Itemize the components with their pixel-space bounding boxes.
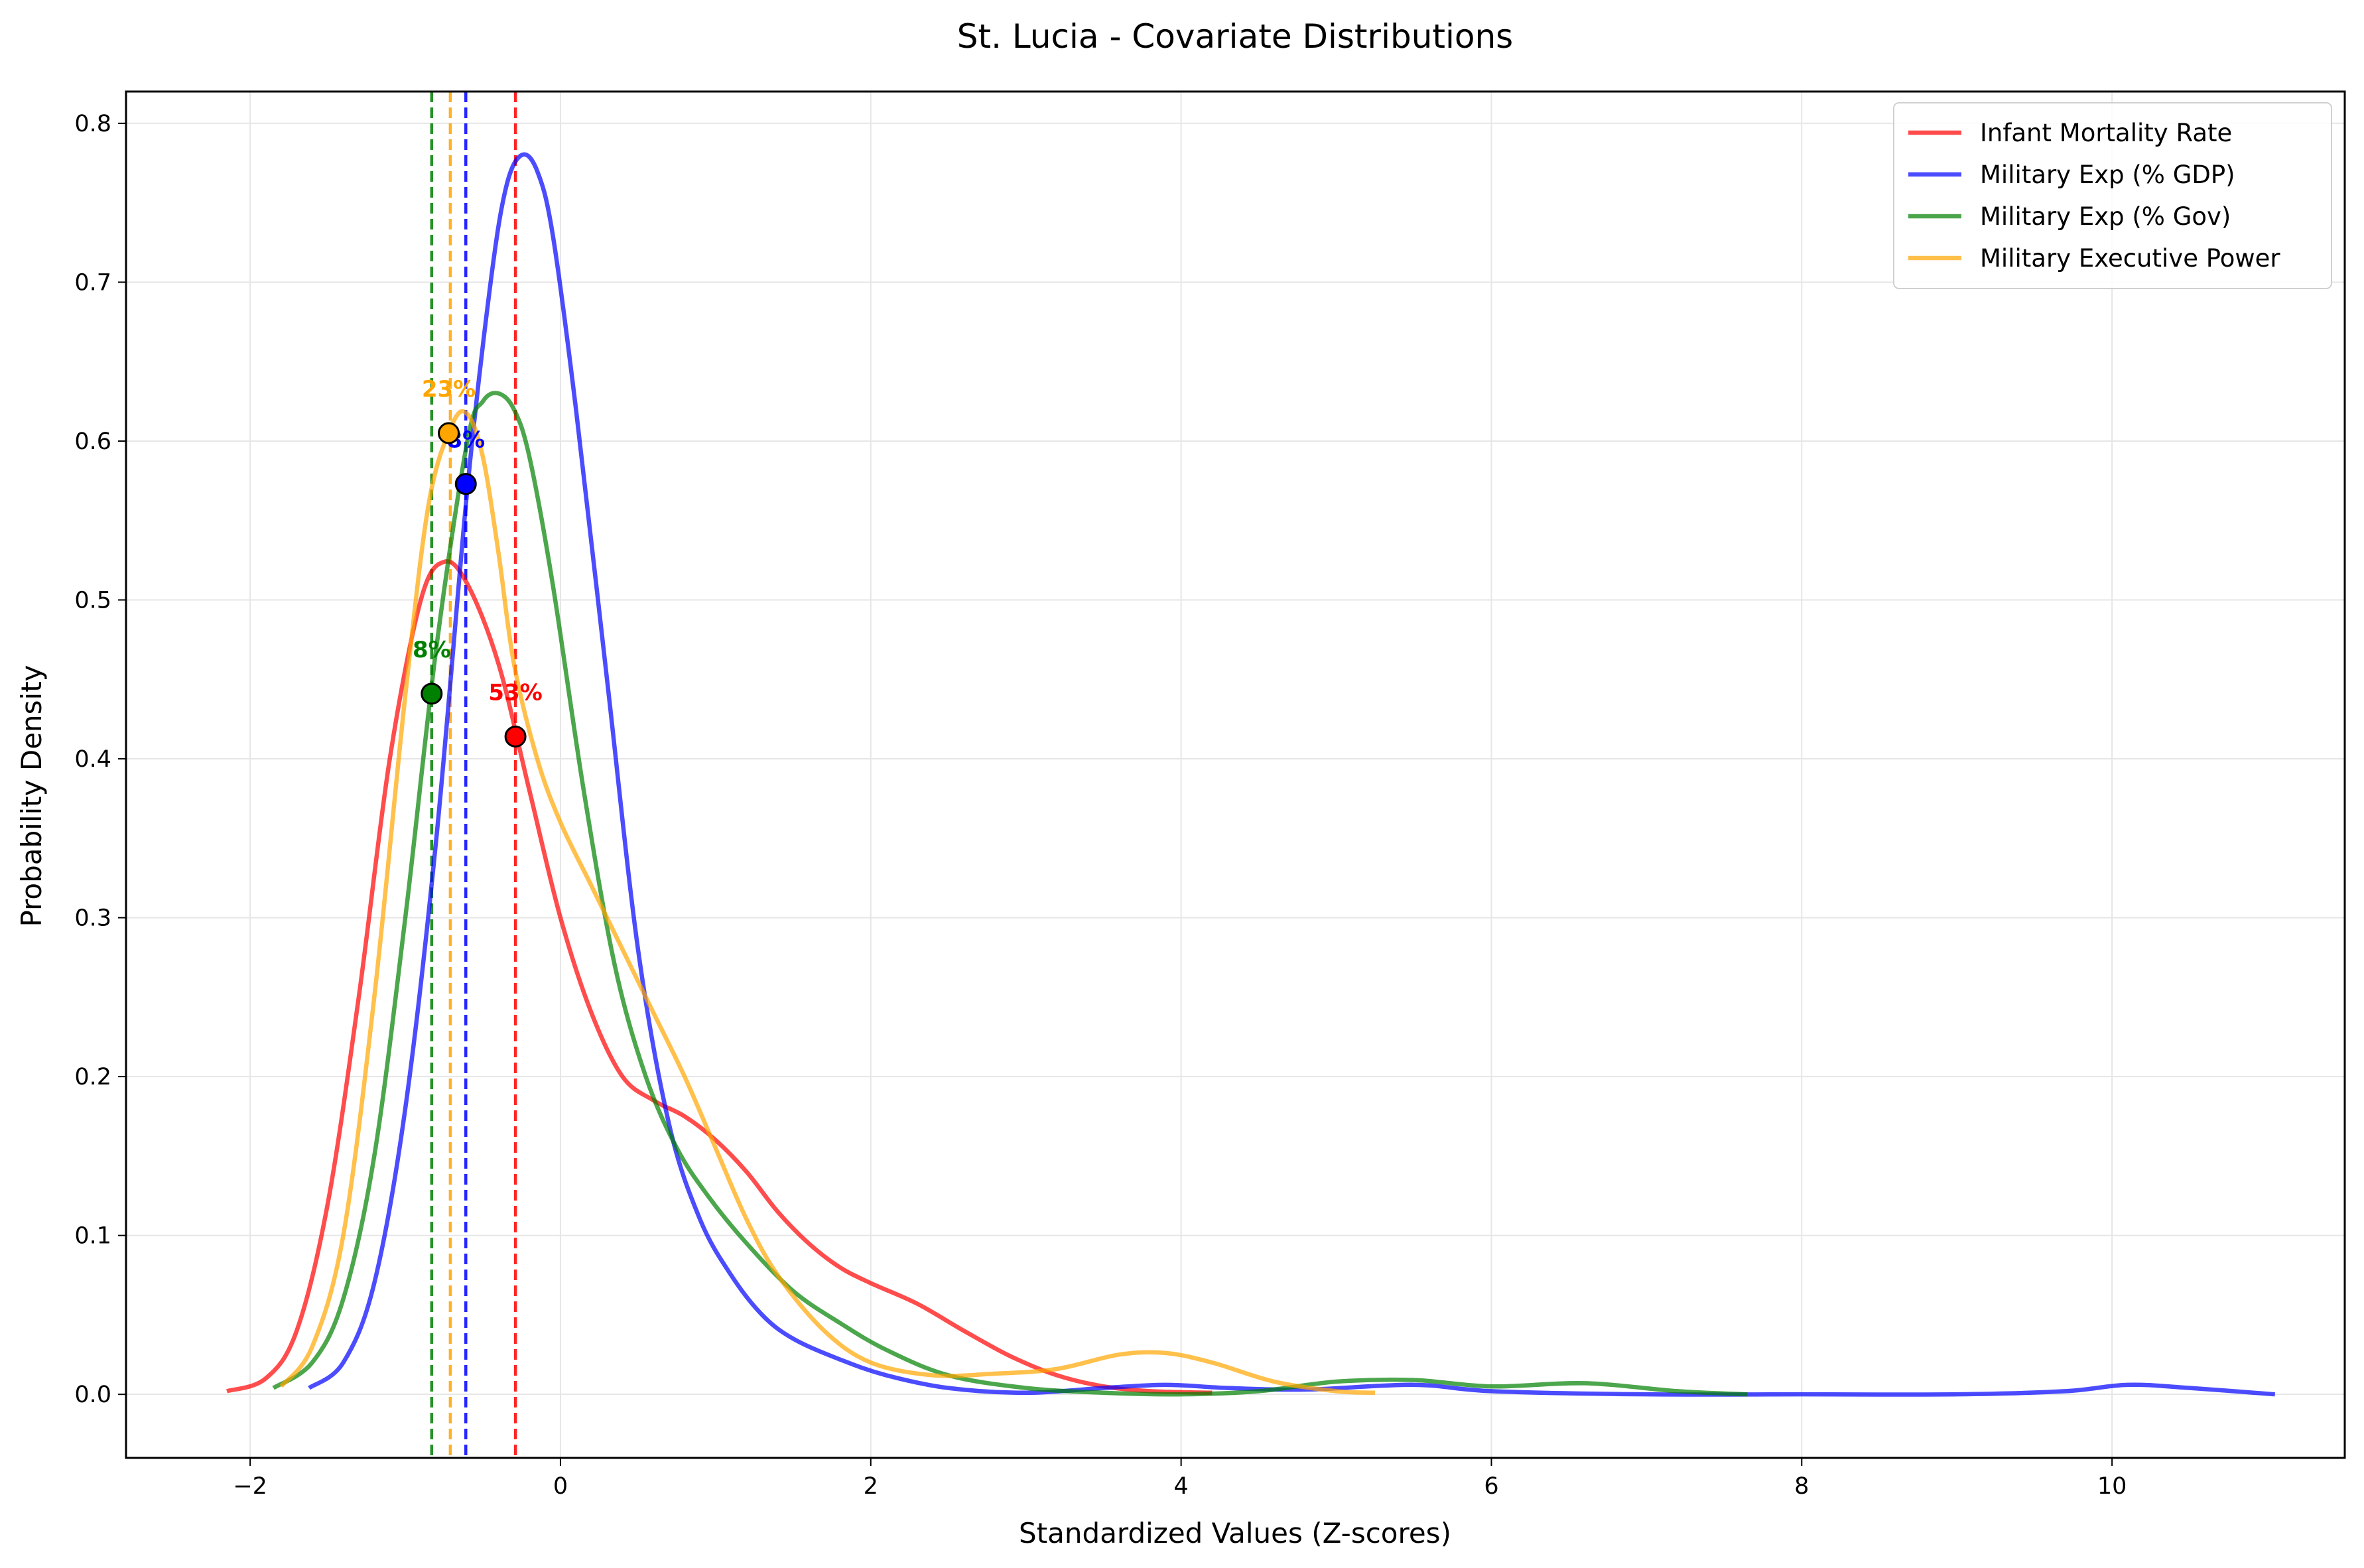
series-line-1 xyxy=(308,152,2275,1397)
series-lines xyxy=(226,152,2275,1397)
grid xyxy=(126,92,2345,1458)
markers: 53%8%23%8% xyxy=(413,376,543,748)
x-tick-label: 10 xyxy=(2097,1473,2127,1500)
plot-frame xyxy=(125,90,2346,1459)
marker-point xyxy=(504,726,527,748)
marker-point xyxy=(438,422,460,444)
y-tick-label: 0.2 xyxy=(74,1064,111,1090)
y-tick-label: 0.7 xyxy=(74,269,111,296)
y-tick-label: 0.8 xyxy=(74,111,111,137)
series-line-3 xyxy=(279,409,1376,1396)
y-tick-label: 0.1 xyxy=(74,1223,111,1250)
legend-label: Military Exp (% Gov) xyxy=(1980,202,2231,231)
marker-point xyxy=(454,473,477,495)
x-tick-label: 8 xyxy=(1794,1473,1809,1500)
chart-title: St. Lucia - Covariate Distributions xyxy=(957,17,1513,56)
x-tick-label: 6 xyxy=(1484,1473,1498,1500)
axis-ticks: −2 0 2 4 6 8 10 0.0 0.1 0.2 0.3 0.4 0.5 0.6 0.7 0.8 xyxy=(74,111,2127,1500)
series-line-0 xyxy=(226,559,1213,1396)
y-tick-label: 0.5 xyxy=(74,588,111,614)
y-tick-label: 0.6 xyxy=(74,428,111,455)
marker-percent-label: 53% xyxy=(488,680,542,706)
legend: Infant Mortality Rate Military Exp (% GDP… xyxy=(1893,102,2332,289)
x-axis-label: Standardized Values (Z-scores) xyxy=(1019,1517,1451,1549)
y-axis-label: Probability Density xyxy=(15,665,48,927)
legend-label: Military Exp (% GDP) xyxy=(1980,161,2235,189)
series-line-2 xyxy=(272,391,1748,1397)
legend-label: Infant Mortality Rate xyxy=(1980,119,2232,147)
vertical-reference-lines xyxy=(430,92,517,1458)
marker-point xyxy=(421,683,443,705)
marker-percent-label: 23% xyxy=(422,376,476,403)
x-tick-label: 2 xyxy=(864,1473,878,1500)
legend-box xyxy=(1893,102,2332,289)
x-tick-label: −2 xyxy=(233,1473,267,1500)
y-tick-label: 0.4 xyxy=(74,746,111,773)
y-tick-label: 0.3 xyxy=(74,905,111,932)
legend-label: Military Executive Power xyxy=(1980,244,2280,273)
marker-percent-label: 8% xyxy=(413,637,451,663)
y-tick-label: 0.0 xyxy=(74,1382,111,1408)
x-tick-label: 0 xyxy=(553,1473,568,1500)
x-tick-label: 4 xyxy=(1173,1473,1188,1500)
